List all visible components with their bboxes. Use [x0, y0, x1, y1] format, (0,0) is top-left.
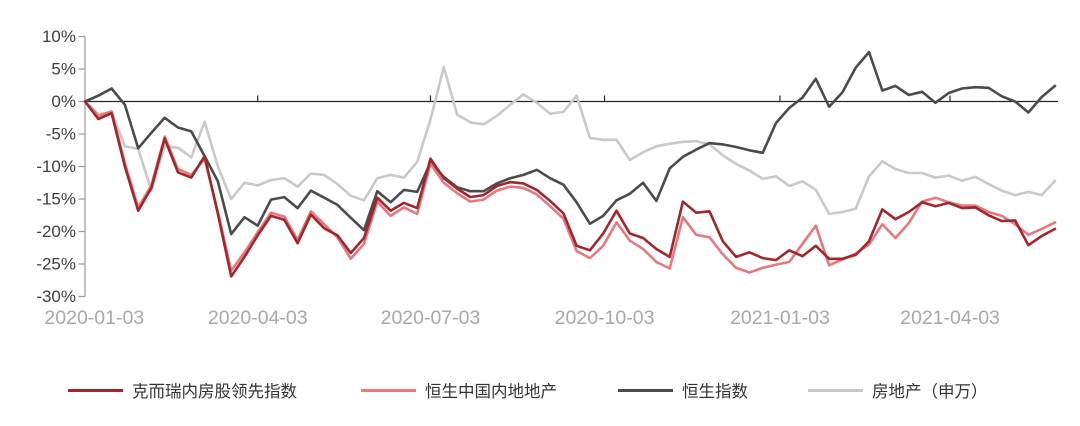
series-line-1 — [83, 100, 1057, 278]
legend-swatch-1 — [68, 388, 123, 392]
y-tick-label: 0% — [51, 92, 76, 111]
legend-item-3: 恒生指数 — [618, 380, 748, 401]
y-tick-label: 10% — [42, 27, 76, 46]
y-tick-label: -5% — [46, 125, 76, 144]
legend-label-1: 克而瑞内房股领先指数 — [132, 383, 297, 401]
legend-label-4: 房地产（申万） — [872, 383, 988, 401]
legend-label-2: 恒生中国内地地产 — [425, 383, 557, 401]
y-tick-label: -10% — [36, 157, 76, 176]
legend-item-1: 克而瑞内房股领先指数 — [68, 380, 297, 401]
legend-swatch-4 — [808, 388, 863, 392]
x-tick-label: 2020-01-03 — [44, 307, 144, 329]
series-line-3 — [83, 50, 1057, 236]
legend-label-3: 恒生指数 — [682, 383, 748, 401]
y-tick-label: 5% — [51, 60, 76, 79]
y-tick-label: -20% — [36, 222, 76, 241]
legend-item-2: 恒生中国内地地产 — [361, 380, 557, 401]
series-line-4 — [83, 65, 1057, 216]
x-tick-label: 2020-04-03 — [208, 307, 308, 329]
legend-swatch-2 — [361, 388, 416, 392]
y-tick-label: -25% — [36, 255, 76, 274]
y-tick-label: -15% — [36, 190, 76, 209]
legend-swatch-3 — [618, 388, 673, 392]
x-tick-label: 2021-04-03 — [900, 307, 1000, 329]
legend: 克而瑞内房股领先指数 恒生中国内地地产 恒生指数 房地产（申万） — [0, 380, 1080, 404]
x-tick-label: 2020-07-03 — [381, 307, 481, 329]
series-line-2 — [83, 100, 1057, 274]
legend-item-4: 房地产（申万） — [808, 380, 988, 401]
y-tick-label: -30% — [36, 287, 76, 306]
x-tick-label: 2021-01-03 — [730, 307, 830, 329]
x-tick-label: 2020-10-03 — [555, 307, 655, 329]
